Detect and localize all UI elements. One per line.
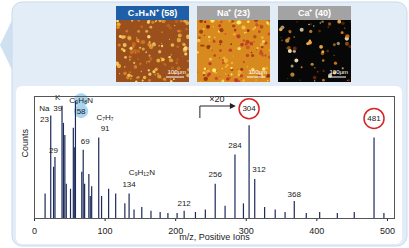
svg-text:100μm: 100μm — [249, 69, 267, 75]
svg-text:200: 200 — [168, 225, 184, 236]
svg-text:69: 69 — [81, 137, 90, 146]
svg-text:58: 58 — [77, 107, 86, 116]
svg-text:0: 0 — [32, 226, 37, 236]
svg-text:256: 256 — [209, 170, 223, 179]
svg-text:481: 481 — [367, 114, 381, 123]
svg-text:m/z, Positive Ions: m/z, Positive Ions — [179, 232, 250, 242]
svg-text:23: 23 — [40, 115, 49, 124]
svg-text:C₃H₈N: C₃H₈N — [69, 96, 93, 105]
svg-text:284: 284 — [228, 141, 242, 150]
svg-text:C₉H₁₂N: C₉H₁₂N — [129, 168, 156, 177]
svg-text:Na: Na — [39, 104, 50, 113]
html-text:Ca⁺ (40): Ca⁺ (40) — [298, 8, 331, 18]
svg-text:100μm: 100μm — [330, 69, 348, 75]
svg-text:29: 29 — [49, 146, 58, 155]
svg-text:212: 212 — [177, 199, 191, 208]
svg-text:304: 304 — [242, 104, 256, 113]
svg-text:C₇H₇: C₇H₇ — [97, 113, 114, 122]
svg-text:134: 134 — [122, 180, 136, 189]
html-text:Na⁺ (23): Na⁺ (23) — [217, 8, 250, 18]
svg-text:400: 400 — [309, 226, 324, 236]
svg-text:500: 500 — [380, 226, 395, 236]
html-text:C₃H₈N⁺ (58): C₃H₈N⁺ (58) — [127, 8, 178, 18]
svg-text:368: 368 — [288, 190, 302, 199]
svg-text:100μm: 100μm — [168, 69, 186, 75]
svg-text:Counts: Counts — [20, 128, 30, 157]
svg-text:K: K — [55, 93, 61, 102]
svg-text:100: 100 — [98, 226, 113, 236]
svg-text:91: 91 — [101, 124, 110, 133]
svg-text:×20: ×20 — [209, 94, 224, 104]
svg-text:39: 39 — [53, 104, 62, 113]
svg-text:312: 312 — [252, 165, 266, 174]
